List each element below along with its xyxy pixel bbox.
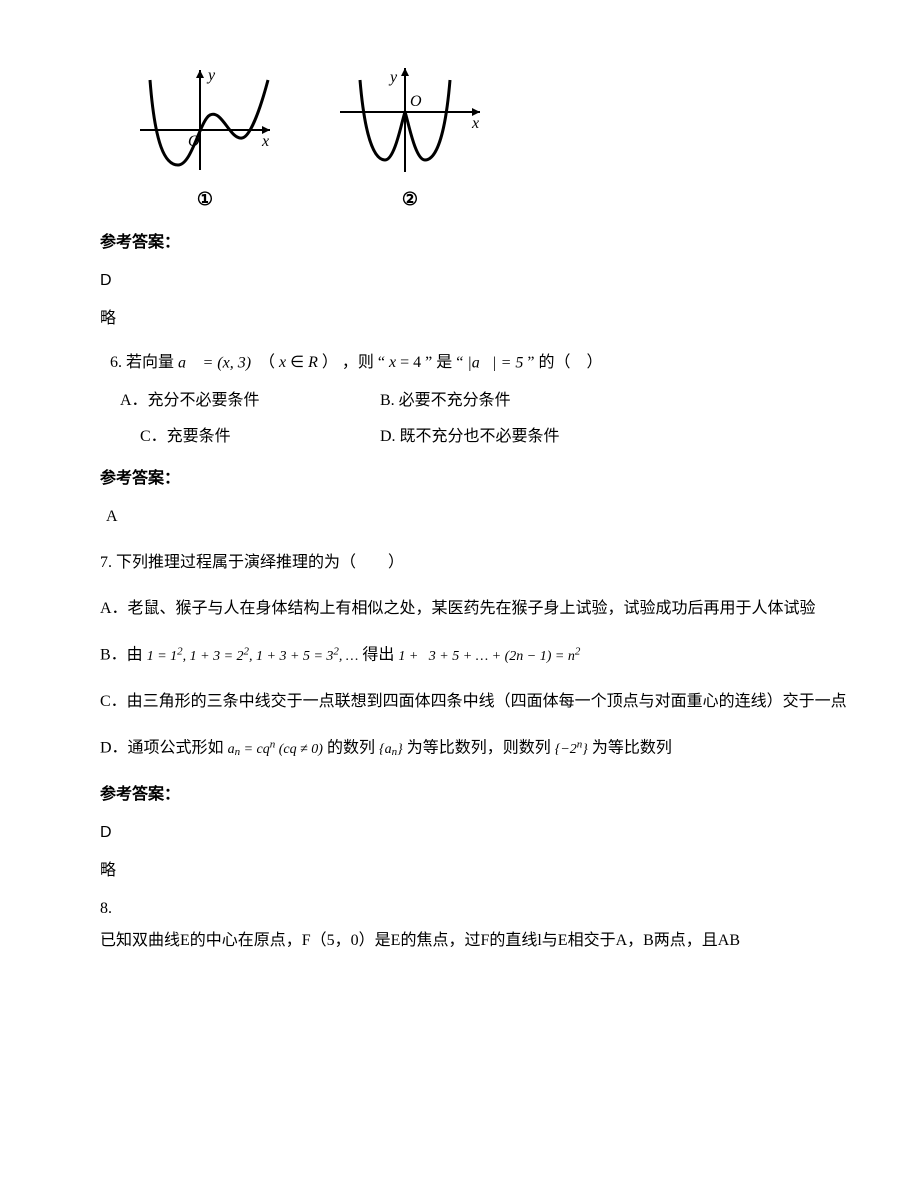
graph-1-label: ① [197, 186, 213, 213]
q6-answer: A [106, 505, 860, 529]
q6-optA: A．充分不必要条件 [120, 389, 380, 413]
q6-paren: （ x ∈ R ） [255, 354, 338, 371]
graph-2: y x O ② [330, 60, 490, 213]
q5-note: 略 [100, 307, 860, 331]
q7-optD-mid2: 为等比数列，则数列 [407, 740, 551, 757]
q7-stem: 7. 下列推理过程属于演绎推理的为（ ） [100, 551, 860, 575]
answer-heading: 参考答案： [100, 231, 860, 255]
q6-opts-row1: A．充分不必要条件 B. 必要不充分条件 [120, 389, 860, 413]
q6-mid1: ，则 “ x = 4 ” 是 “ [342, 354, 463, 371]
y-axis-label: y [206, 67, 216, 84]
q7-optD: D．通项公式形如 an = cqn (cq ≠ 0) 的数列 {an} 为等比数… [100, 736, 860, 761]
q6-tail: ” 的（ ） [527, 354, 602, 371]
q7-optA: A．老鼠、猴子与人在身体结构上有相似之处，某医药先在猴子身上试验，试验成功后再用… [100, 597, 860, 621]
q7-optD-mid: 的数列 [327, 740, 375, 757]
q6-opts-row2: C．充要条件 D. 既不充分也不必要条件 [140, 425, 860, 449]
q7-optD-m3: {−2n} [555, 742, 588, 757]
y-axis-label: y [388, 69, 398, 86]
q7-optB-math: 1 = 12, 1 + 3 = 22, 1 + 3 + 5 = 32, … [147, 649, 359, 664]
q7-optD-m1: an = cqn (cq ≠ 0) [228, 742, 323, 757]
q7-optD-pre: D．通项公式形如 [100, 740, 224, 757]
origin-label: O [410, 93, 422, 110]
q7-optB-math2: 1 + 3 + 5 + … + (2n − 1) = n2 [398, 649, 580, 664]
q7-optC: C．由三角形的三条中线交于一点联想到四面体四条中线（四面体每一个顶点与对面重心的… [100, 690, 860, 714]
x-axis-label: x [471, 115, 479, 132]
q7-note: 略 [100, 859, 860, 883]
q6-optC: C．充要条件 [140, 425, 380, 449]
q7-optD-tail: 为等比数列 [592, 740, 672, 757]
q7-answer: D [100, 821, 860, 845]
q6-optB: B. 必要不充分条件 [380, 389, 511, 413]
q6-prefix: 6. 若向量 [110, 354, 174, 371]
q6-vec: a⃗ = (x, 3) [178, 354, 251, 371]
q8-num: 8. [100, 897, 860, 921]
graph-1: y x O ① [130, 60, 280, 213]
q6-optD: D. 既不充分也不必要条件 [380, 425, 560, 449]
q7-optB: B．由 1 = 12, 1 + 3 = 22, 1 + 3 + 5 = 32, … [100, 643, 860, 668]
q8-text: 已知双曲线E的中心在原点，F（5，0）是E的焦点，过F的直线l与E相交于A，B两… [100, 929, 860, 953]
q7-optD-m2: {an} [379, 742, 403, 757]
graph-2-svg: y x O [330, 60, 490, 180]
graphs-row: y x O ① y x O ② [130, 60, 860, 213]
q7-optB-pre: B．由 [100, 647, 143, 664]
x-axis-label: x [261, 133, 269, 150]
answer-heading: 参考答案： [100, 783, 860, 807]
q6-norm: |a⃗| = 5 [467, 354, 523, 371]
answer-heading: 参考答案： [100, 467, 860, 491]
q7-optB-mid: 得出 [362, 647, 398, 664]
q6-stem: 6. 若向量 a⃗ = (x, 3) （ x ∈ R ） ，则 “ x = 4 … [110, 351, 860, 375]
q5-answer: D [100, 269, 860, 293]
curve-1 [150, 80, 268, 165]
graph-1-svg: y x O [130, 60, 280, 180]
graph-2-label: ② [402, 186, 418, 213]
